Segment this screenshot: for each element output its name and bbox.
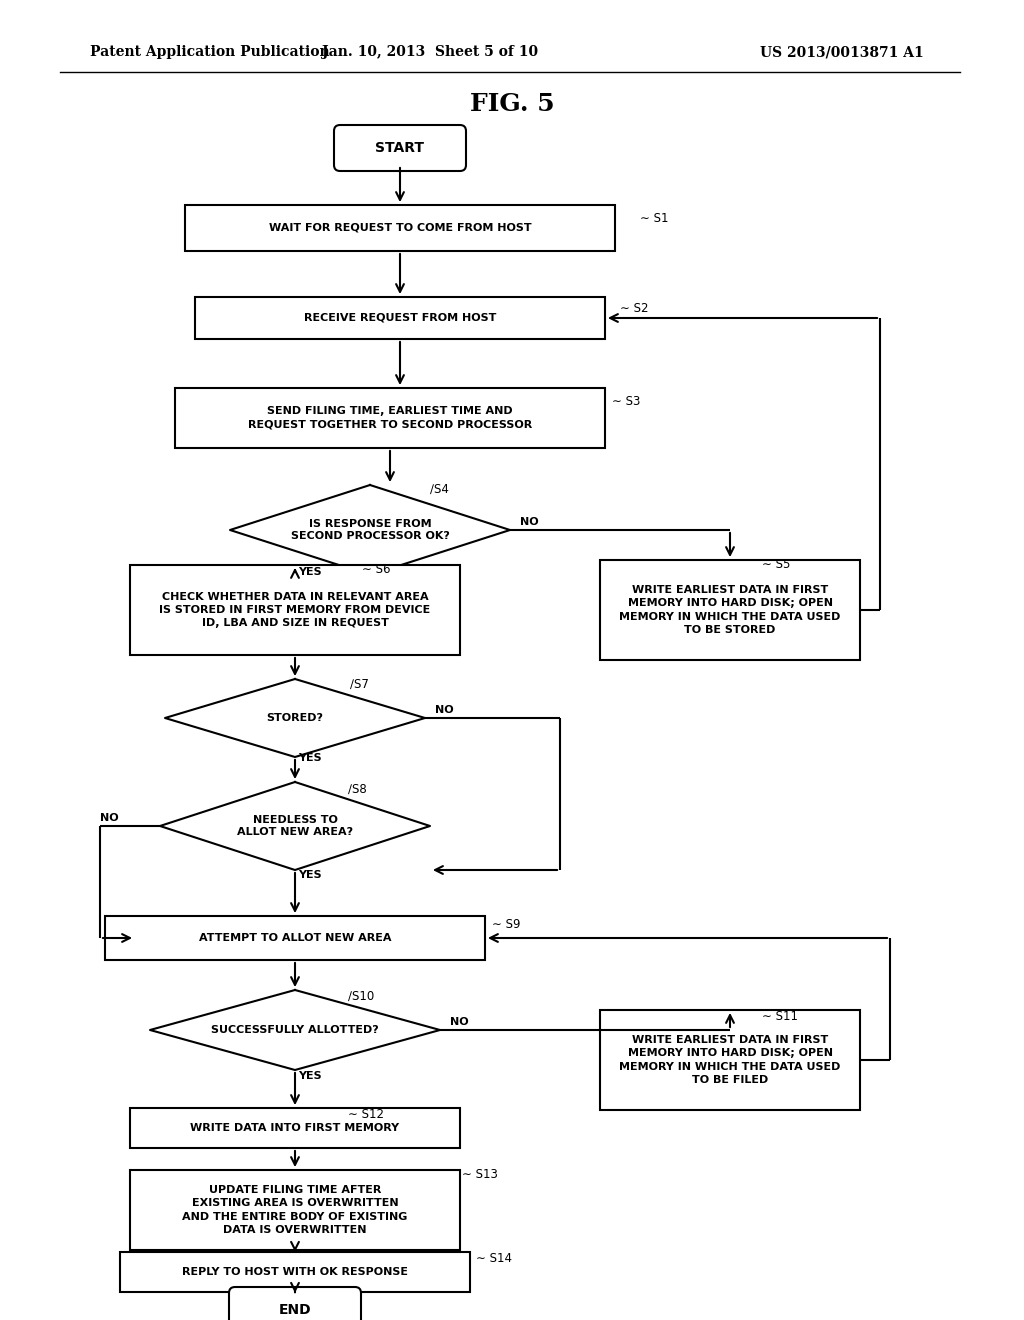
FancyBboxPatch shape: [600, 560, 860, 660]
Text: ∕S8: ∕S8: [348, 783, 367, 796]
Text: WRITE EARLIEST DATA IN FIRST
MEMORY INTO HARD DISK; OPEN
MEMORY IN WHICH THE DAT: WRITE EARLIEST DATA IN FIRST MEMORY INTO…: [620, 585, 841, 635]
FancyBboxPatch shape: [130, 565, 460, 655]
Text: NO: NO: [450, 1016, 469, 1027]
Text: WRITE EARLIEST DATA IN FIRST
MEMORY INTO HARD DISK; OPEN
MEMORY IN WHICH THE DAT: WRITE EARLIEST DATA IN FIRST MEMORY INTO…: [620, 1035, 841, 1085]
Text: ∼ S12: ∼ S12: [348, 1107, 384, 1121]
FancyBboxPatch shape: [229, 1287, 361, 1320]
Text: SEND FILING TIME, EARLIEST TIME AND
REQUEST TOGETHER TO SECOND PROCESSOR: SEND FILING TIME, EARLIEST TIME AND REQU…: [248, 407, 532, 429]
Text: SUCCESSFULLY ALLOTTED?: SUCCESSFULLY ALLOTTED?: [211, 1026, 379, 1035]
FancyBboxPatch shape: [130, 1170, 460, 1250]
FancyBboxPatch shape: [195, 297, 605, 339]
Text: ∼ S11: ∼ S11: [762, 1010, 798, 1023]
FancyBboxPatch shape: [334, 125, 466, 172]
Text: NO: NO: [520, 517, 539, 527]
Text: START: START: [376, 141, 425, 154]
Polygon shape: [160, 781, 430, 870]
Text: WRITE DATA INTO FIRST MEMORY: WRITE DATA INTO FIRST MEMORY: [190, 1123, 399, 1133]
FancyBboxPatch shape: [120, 1251, 470, 1292]
Text: ∕S10: ∕S10: [348, 990, 374, 1003]
Text: NO: NO: [100, 813, 119, 822]
Text: REPLY TO HOST WITH OK RESPONSE: REPLY TO HOST WITH OK RESPONSE: [182, 1267, 408, 1276]
Text: YES: YES: [298, 752, 322, 763]
Text: ∕S4: ∕S4: [430, 483, 449, 496]
Text: ∼ S3: ∼ S3: [612, 395, 640, 408]
Text: ∼ S5: ∼ S5: [762, 558, 791, 572]
Text: ∼ S6: ∼ S6: [362, 564, 390, 576]
Text: YES: YES: [298, 568, 322, 577]
Text: ∼ S14: ∼ S14: [476, 1251, 512, 1265]
Text: US 2013/0013871 A1: US 2013/0013871 A1: [760, 45, 924, 59]
Text: NEEDLESS TO
ALLOT NEW AREA?: NEEDLESS TO ALLOT NEW AREA?: [237, 814, 353, 837]
Polygon shape: [165, 678, 425, 756]
Polygon shape: [150, 990, 440, 1071]
Text: ∼ S1: ∼ S1: [640, 213, 669, 224]
FancyBboxPatch shape: [130, 1107, 460, 1148]
Text: ∼ S2: ∼ S2: [620, 302, 648, 315]
FancyBboxPatch shape: [175, 388, 605, 447]
Text: YES: YES: [298, 870, 322, 880]
Text: UPDATE FILING TIME AFTER
EXISTING AREA IS OVERWRITTEN
AND THE ENTIRE BODY OF EXI: UPDATE FILING TIME AFTER EXISTING AREA I…: [182, 1185, 408, 1234]
FancyBboxPatch shape: [105, 916, 485, 960]
Text: Jan. 10, 2013  Sheet 5 of 10: Jan. 10, 2013 Sheet 5 of 10: [322, 45, 538, 59]
Text: YES: YES: [298, 1071, 322, 1081]
Text: FIG. 5: FIG. 5: [470, 92, 554, 116]
Text: END: END: [279, 1303, 311, 1317]
Text: ∼ S13: ∼ S13: [462, 1168, 498, 1181]
FancyBboxPatch shape: [600, 1010, 860, 1110]
Text: RECEIVE REQUEST FROM HOST: RECEIVE REQUEST FROM HOST: [304, 313, 497, 323]
Text: NO: NO: [435, 705, 454, 715]
Polygon shape: [230, 484, 510, 576]
FancyBboxPatch shape: [185, 205, 615, 251]
Text: CHECK WHETHER DATA IN RELEVANT AREA
IS STORED IN FIRST MEMORY FROM DEVICE
ID, LB: CHECK WHETHER DATA IN RELEVANT AREA IS S…: [160, 591, 431, 628]
Text: ∼ S9: ∼ S9: [492, 917, 520, 931]
Text: STORED?: STORED?: [266, 713, 324, 723]
Text: WAIT FOR REQUEST TO COME FROM HOST: WAIT FOR REQUEST TO COME FROM HOST: [268, 223, 531, 234]
Text: Patent Application Publication: Patent Application Publication: [90, 45, 330, 59]
Text: IS RESPONSE FROM
SECOND PROCESSOR OK?: IS RESPONSE FROM SECOND PROCESSOR OK?: [291, 519, 450, 541]
Text: ATTEMPT TO ALLOT NEW AREA: ATTEMPT TO ALLOT NEW AREA: [199, 933, 391, 942]
Text: ∕S7: ∕S7: [350, 678, 369, 690]
